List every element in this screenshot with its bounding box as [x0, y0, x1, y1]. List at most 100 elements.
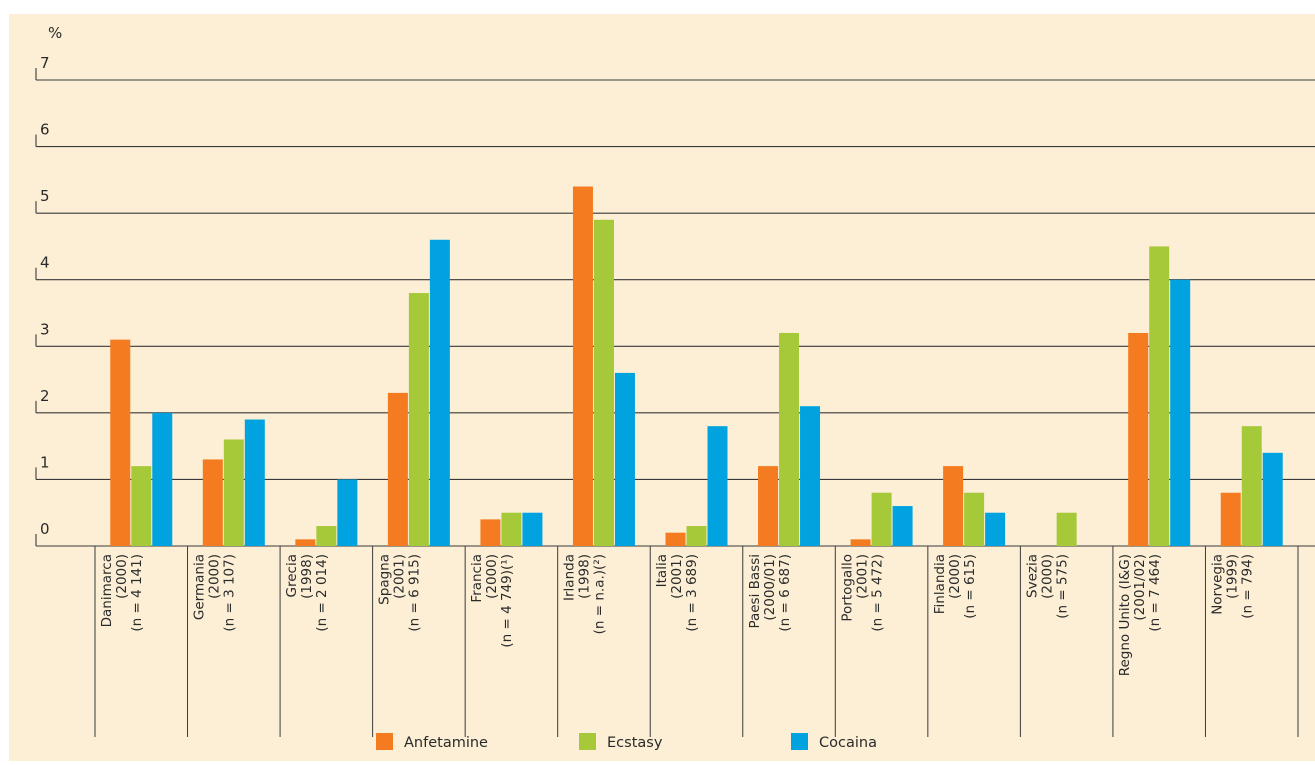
category-label-line: Italia: [654, 554, 670, 587]
bar-cocaina: [707, 426, 728, 546]
category-label: Spagna (2001) (n = 6 915): [377, 554, 423, 632]
bar-anfetamine: [572, 186, 593, 546]
bar-cocaina: [1170, 279, 1191, 546]
category-label-line: (2000): [207, 554, 223, 599]
bar-cocaina: [892, 506, 913, 546]
bar-cocaina: [985, 512, 1006, 546]
bars: [110, 186, 1283, 547]
bar-ecstasy: [223, 439, 244, 546]
category-label-line: (1999): [1224, 554, 1240, 599]
category-label-line: (1998): [577, 554, 593, 599]
y-unit-label: %: [48, 24, 62, 42]
category-label-line: (2001): [669, 554, 685, 599]
bar-ecstasy: [686, 526, 707, 546]
chart-background: [9, 14, 1315, 761]
bar-anfetamine: [295, 539, 316, 546]
category-label: Italia (2001) (n = 3 689): [654, 554, 700, 632]
category-label-line: (2000): [1039, 554, 1055, 599]
bar-cocaina: [244, 419, 265, 546]
category-label-line: (n = 6 687): [777, 554, 793, 632]
category-label-line: (2000/01): [762, 554, 778, 621]
category-label: Norvegia (1999) (n = 794): [1209, 554, 1255, 619]
y-tick-label: 0: [40, 520, 50, 538]
y-tick-label: 3: [40, 320, 50, 338]
category-label: Finlandia (2000) (n = 615): [932, 554, 978, 619]
legend-item: Ecstasy: [579, 733, 663, 751]
y-tick-label: 4: [40, 254, 50, 272]
bar-anfetamine: [850, 539, 871, 546]
bar-anfetamine: [758, 466, 779, 546]
category-label-line: Francia: [469, 554, 485, 603]
bar-ecstasy: [593, 219, 614, 547]
category-label-line: (n = 3 107): [222, 554, 238, 632]
category-label-line: (1998): [299, 554, 315, 599]
category-label-line: Germania: [192, 554, 208, 620]
category-label-line: (2000): [114, 554, 130, 599]
legend-label: Ecstasy: [607, 735, 663, 751]
bar-anfetamine: [1128, 332, 1149, 546]
y-axis: % 0 1 2 3 4 5 6 7: [35, 24, 62, 546]
category-label: Germania (2000) (n = 3 107): [192, 554, 238, 632]
bar-ecstasy: [1056, 512, 1077, 546]
bar-cocaina: [429, 239, 450, 546]
bar-ecstasy: [408, 293, 429, 546]
category-label-line: (2001/02): [1132, 554, 1148, 621]
category-label: Paesi Bassi (2000/01) (n = 6 687): [747, 554, 793, 632]
bar-ecstasy: [779, 332, 800, 546]
category-label: Regno Unito (I&G) (2001/02) (n = 7 464): [1117, 554, 1163, 676]
category-label: Francia (2000) (n = 4 749)(¹): [469, 554, 515, 648]
category-label: Svezia (2000) (n = 575): [1024, 554, 1070, 619]
category-label-line: Norvegia: [1209, 554, 1225, 615]
legend-label: Cocaina: [819, 735, 877, 751]
category-label-line: (n = n.a.)(²): [592, 554, 608, 634]
category-label-line: (n = 7 464): [1147, 554, 1163, 632]
category-label-line: Danimarca: [99, 554, 115, 627]
x-axis-categories: Danimarca (2000) (n = 4 141) Germania (2000)…: [99, 554, 1255, 676]
bar-cocaina: [614, 372, 635, 546]
bar-ecstasy: [871, 492, 892, 546]
bar-anfetamine: [1220, 492, 1241, 546]
category-label-line: Irlanda: [562, 554, 578, 601]
y-tick-label: 5: [40, 187, 50, 205]
bar-ecstasy: [316, 526, 337, 546]
category-label-line: (2000): [947, 554, 963, 599]
category-label: Danimarca (2000) (n = 4 141): [99, 554, 145, 632]
bar-cocaina: [152, 412, 173, 546]
category-label-line: (n = 575): [1054, 554, 1070, 619]
category-label-line: (n = 794): [1239, 554, 1255, 619]
y-tick-label: 6: [40, 121, 50, 139]
legend-label: Anfetamine: [404, 735, 488, 751]
bar-cocaina: [800, 406, 821, 546]
category-label-line: (2001): [392, 554, 408, 599]
y-tick-label: 2: [40, 387, 50, 405]
bar-anfetamine: [387, 392, 408, 546]
legend-swatch: [579, 733, 596, 750]
legend: Anfetamine Ecstasy Cocaina: [376, 733, 877, 751]
y-tick-label: 1: [40, 453, 50, 471]
y-tick-label: 7: [40, 54, 50, 72]
bar-ecstasy: [131, 466, 152, 546]
bar-anfetamine: [480, 519, 501, 546]
bar-cocaina: [1262, 452, 1283, 546]
bar-anfetamine: [943, 466, 964, 546]
category-label-line: (n = 4 141): [129, 554, 145, 632]
bar-anfetamine: [110, 339, 131, 546]
category-label-line: Grecia: [284, 554, 300, 597]
bar-ecstasy: [501, 512, 522, 546]
category-label: Portogallo (2001) (n = 5 472): [839, 554, 885, 632]
category-label-line: (n = 615): [962, 554, 978, 619]
category-label-line: Portogallo: [839, 554, 855, 622]
category-label-line: (n = 4 749)(¹): [499, 554, 515, 648]
category-label-line: (n = 2 014): [314, 554, 330, 632]
category-label-line: Finlandia: [932, 554, 948, 614]
category-label-line: (2001): [854, 554, 870, 599]
bar-ecstasy: [1241, 426, 1262, 546]
category-label-line: (n = 3 689): [684, 554, 700, 632]
category-label-line: Svezia: [1024, 554, 1040, 598]
category-label: Grecia (1998) (n = 2 014): [284, 554, 330, 632]
legend-swatch: [791, 733, 808, 750]
bar-ecstasy: [1149, 246, 1170, 546]
category-label-line: (2000): [484, 554, 500, 599]
